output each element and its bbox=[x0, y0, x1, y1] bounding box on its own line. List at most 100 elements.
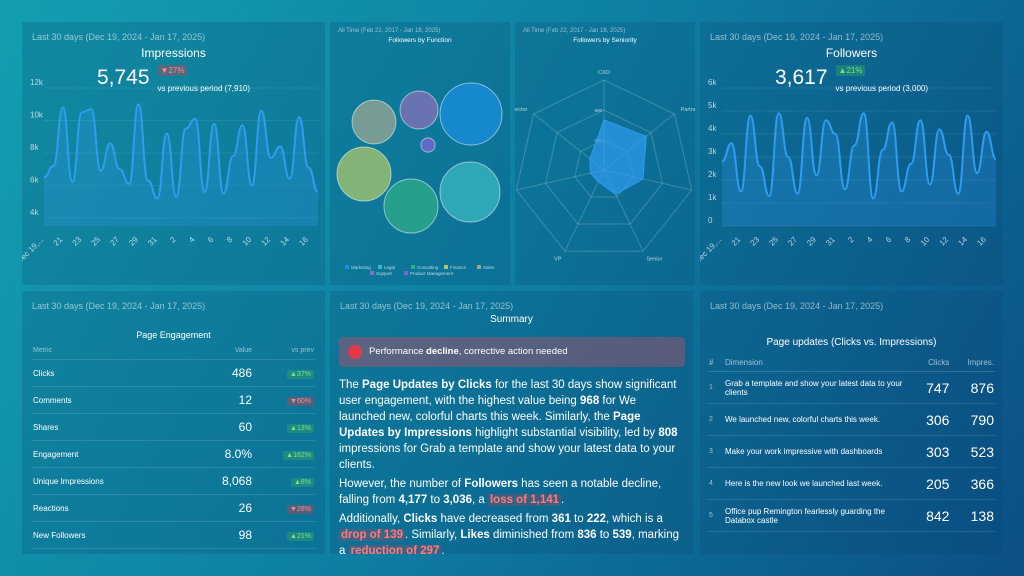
change-cell: ▼60% bbox=[253, 386, 315, 414]
change-cell: ▲37% bbox=[253, 359, 315, 387]
kpi-change: ▼27% bbox=[157, 65, 188, 76]
clicks: 306 bbox=[911, 403, 951, 436]
text: impressions for Grab a template and show… bbox=[339, 443, 676, 471]
clicks: 303 bbox=[911, 435, 951, 468]
bubble bbox=[336, 146, 392, 202]
clicks: 747 bbox=[911, 371, 951, 404]
text: , corrective action needed bbox=[458, 346, 568, 357]
x-tick-label: 10 bbox=[919, 235, 932, 248]
kpi: 3,617 ▲21% vs previous period (3,000) bbox=[700, 60, 1003, 96]
impressions: 138 bbox=[950, 499, 995, 532]
x-tick-label: 21 bbox=[730, 235, 743, 248]
text: highlight substantial visibility, led by bbox=[471, 427, 659, 439]
bold-text: Page Updates by Impressions bbox=[339, 411, 641, 439]
bold-text: 361 bbox=[551, 513, 571, 525]
title: Impressions bbox=[141, 46, 206, 60]
metric: Shares bbox=[32, 413, 186, 441]
text: Additionally, bbox=[339, 513, 404, 525]
panel: All Time (Feb 22, 2017 - Jan 18, 2025) Fo… bbox=[515, 22, 695, 285]
impressions: 876 bbox=[950, 371, 995, 404]
bubble bbox=[420, 137, 436, 153]
change: ▼28% bbox=[287, 504, 314, 514]
dimension: We launched new, colorful charts this we… bbox=[724, 403, 911, 436]
panel: All Time (Feb 22, 2017 - Jan 18, 2025) Fo… bbox=[330, 22, 510, 285]
bold-text: Page Updates by Clicks bbox=[362, 379, 492, 391]
legend-swatch bbox=[404, 271, 408, 275]
change-cell: ▲8% bbox=[253, 467, 315, 495]
x-tick-label: 12 bbox=[260, 235, 273, 248]
x-tick-label: 8 bbox=[225, 235, 235, 245]
period: Last 30 days (Dec 19, 2024 - Jan 17, 202… bbox=[32, 301, 206, 311]
kpi: 5,745 ▼27% vs previous period (7,910) bbox=[22, 60, 325, 96]
row: Reactions 26 ▼28% bbox=[32, 494, 315, 522]
value: 98 bbox=[185, 521, 253, 549]
kpi-change: ▲21% bbox=[835, 65, 866, 76]
legend-label: Consulting bbox=[417, 265, 439, 270]
title: Page Engagement bbox=[136, 330, 211, 340]
metric: Unique Impressions bbox=[32, 467, 186, 495]
bubble bbox=[383, 178, 439, 234]
text: has seen a notable decline, falling from bbox=[339, 478, 662, 506]
change-value: 21% bbox=[296, 532, 311, 540]
change-value: 60% bbox=[296, 397, 311, 405]
panel: Last 30 days (Dec 19, 2024 - Jan 17, 202… bbox=[330, 291, 693, 554]
title: Followers bbox=[825, 46, 878, 60]
period: Last 30 days (Dec 19, 2024 - Jan 17, 202… bbox=[710, 301, 884, 311]
panel: Last 30 days (Dec 19, 2024 - Jan 17, 202… bbox=[22, 291, 325, 554]
row: 1 Grab a template and show your latest da… bbox=[708, 371, 995, 404]
panel: Last 30 days (Dec 19, 2024 - Jan 17, 202… bbox=[700, 22, 1003, 285]
chart-title: Followers by Seniority bbox=[573, 37, 637, 44]
value: 8.0% bbox=[185, 440, 253, 468]
header-row: Metric Value vs prev bbox=[32, 341, 315, 360]
bold-text: 3,036 bbox=[443, 494, 472, 506]
change-cell: ▲13% bbox=[253, 413, 315, 441]
legend-swatch bbox=[345, 265, 349, 269]
header-cell: vs prev bbox=[253, 341, 315, 360]
row: New Followers 98 ▲21% bbox=[32, 521, 315, 549]
y-tick-label: 4k bbox=[708, 124, 717, 133]
change-value: 162% bbox=[293, 451, 311, 459]
change: ▲8% bbox=[290, 477, 314, 487]
alert: Performance decline, corrective action n… bbox=[339, 337, 685, 367]
x-tick-label: 14 bbox=[278, 235, 291, 248]
x-tick-label: 27 bbox=[786, 235, 799, 248]
bubble bbox=[399, 90, 439, 130]
text: , a bbox=[471, 494, 488, 506]
y-tick-label: 3k bbox=[708, 147, 717, 156]
value: 26 bbox=[185, 494, 253, 522]
y-tick-label: 1k bbox=[708, 193, 717, 202]
row-number: 2 bbox=[708, 403, 724, 436]
row: 5 Office pup Remington fearlessly guardin… bbox=[708, 499, 995, 532]
axis-label: CXO bbox=[598, 70, 611, 76]
period: Last 30 days (Dec 19, 2024 - Jan 17, 202… bbox=[710, 32, 884, 42]
kpi-change-value: 21% bbox=[846, 66, 863, 75]
x-tick-label: 12 bbox=[938, 235, 951, 248]
header-cell: Value bbox=[185, 341, 253, 360]
x-tick-label: 25 bbox=[767, 235, 780, 248]
x-tick-label: Dec 19,... bbox=[700, 235, 723, 266]
change-value: 8% bbox=[300, 478, 311, 486]
metric: Clicks bbox=[32, 359, 186, 387]
change: ▲21% bbox=[287, 531, 314, 541]
bold-text: 808 bbox=[658, 427, 678, 439]
radar-spoke bbox=[516, 169, 605, 191]
row: Engagement 8.0% ▲162% bbox=[32, 440, 315, 468]
value: 60 bbox=[185, 413, 253, 441]
row-number: 4 bbox=[708, 467, 724, 500]
x-tick-label: 14 bbox=[956, 235, 969, 248]
x-tick-label: 4 bbox=[187, 235, 197, 245]
bubble bbox=[439, 82, 503, 146]
highlight: reduction of 297 bbox=[348, 545, 442, 554]
r-tick-label: 600 bbox=[594, 108, 602, 113]
y-tick-label: 6k bbox=[30, 175, 39, 184]
y-tick-label: 0 bbox=[708, 216, 713, 225]
radar-ring bbox=[544, 109, 664, 225]
bubble-chart: Followers by Function Marketing Legal Consu… bbox=[336, 37, 503, 276]
x-tick-label: 6 bbox=[884, 235, 894, 245]
legend-swatch bbox=[477, 265, 481, 269]
row: 3 Make your work impressive with dashboar… bbox=[708, 435, 995, 468]
y-tick-label: 12k bbox=[30, 78, 44, 87]
title: Summary bbox=[490, 314, 533, 325]
value: 12 bbox=[185, 386, 253, 414]
